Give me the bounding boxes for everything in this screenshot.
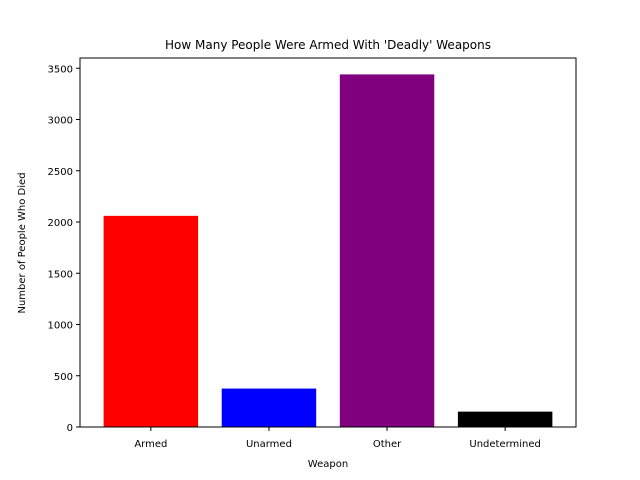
y-tick-label: 0 <box>67 423 73 434</box>
bar-undetermined <box>457 411 553 427</box>
plot-frame <box>79 57 577 428</box>
bar-armed <box>103 215 199 427</box>
bars-group <box>103 74 553 428</box>
y-tick-label: 3500 <box>48 64 73 75</box>
x-axis-ticks: Armed Unarmed Other Undetermined <box>134 427 541 450</box>
y-tick-label: 3000 <box>48 116 73 127</box>
y-tick-label: 1500 <box>48 269 73 280</box>
y-tick-label: 500 <box>54 372 73 383</box>
chart-title: How Many People Were Armed With 'Deadly'… <box>165 38 491 52</box>
x-tick-label: Unarmed <box>246 439 292 450</box>
x-tick-label: Armed <box>134 439 167 450</box>
x-tick-label: Other <box>373 439 402 450</box>
y-tick-label: 2500 <box>48 167 73 178</box>
y-axis-ticks: 0 500 1000 1500 2000 2500 3000 3500 <box>48 64 80 434</box>
bar-unarmed <box>221 388 317 427</box>
y-tick-label: 1000 <box>48 321 73 332</box>
y-axis-label: Number of People Who Died <box>17 172 28 313</box>
x-axis-label: Weapon <box>308 459 348 470</box>
bar-other <box>339 74 435 428</box>
x-tick-label: Undetermined <box>469 439 541 450</box>
y-tick-label: 2000 <box>48 218 73 229</box>
